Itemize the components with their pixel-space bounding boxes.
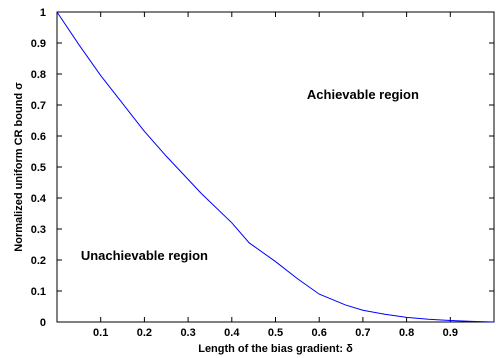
ticks: 0.1 0.2 0.3 0.4 0.5 0.6 0.7 0.8 0.9 0 0.1 0.2 0.3 0.4… <box>31 7 494 339</box>
annotations: Achievable region Unachievable region <box>81 87 419 263</box>
x-tick-label: 0.9 <box>443 327 458 339</box>
x-tick-label: 0.4 <box>224 327 240 339</box>
y-tick-label: 0 <box>40 317 46 329</box>
y-tick-label: 0.4 <box>31 193 47 205</box>
series-line <box>56 11 495 323</box>
plot-frame <box>56 11 495 323</box>
x-tick-label: 0.6 <box>312 327 327 339</box>
y-tick-label: 0.5 <box>31 162 46 174</box>
y-tick-label: 0.7 <box>31 100 46 112</box>
x-axis-title: Length of the bias gradient: δ <box>198 343 353 355</box>
region-annotation: Achievable region <box>307 87 419 102</box>
x-tick-label: 0.2 <box>137 327 152 339</box>
x-tick-label: 0.5 <box>268 327 283 339</box>
y-tick-label: 0.8 <box>31 69 46 81</box>
y-tick-label: 1 <box>40 7 46 19</box>
y-tick-label: 0.6 <box>31 131 46 143</box>
series-layer <box>56 11 495 323</box>
x-tick-label: 0.8 <box>399 327 414 339</box>
y-tick-label: 0.2 <box>31 255 46 267</box>
y-axis-title: Normalized uniform CR bound σ <box>13 82 25 252</box>
x-tick-label: 0.7 <box>355 327 370 339</box>
y-tick-label: 0.1 <box>31 286 46 298</box>
y-tick-label: 0.3 <box>31 224 46 236</box>
region-annotation: Unachievable region <box>81 248 208 263</box>
axes <box>56 11 495 323</box>
y-tick-label: 0.9 <box>31 38 46 50</box>
x-tick-label: 0.1 <box>93 327 108 339</box>
x-tick-label: 0.3 <box>180 327 195 339</box>
